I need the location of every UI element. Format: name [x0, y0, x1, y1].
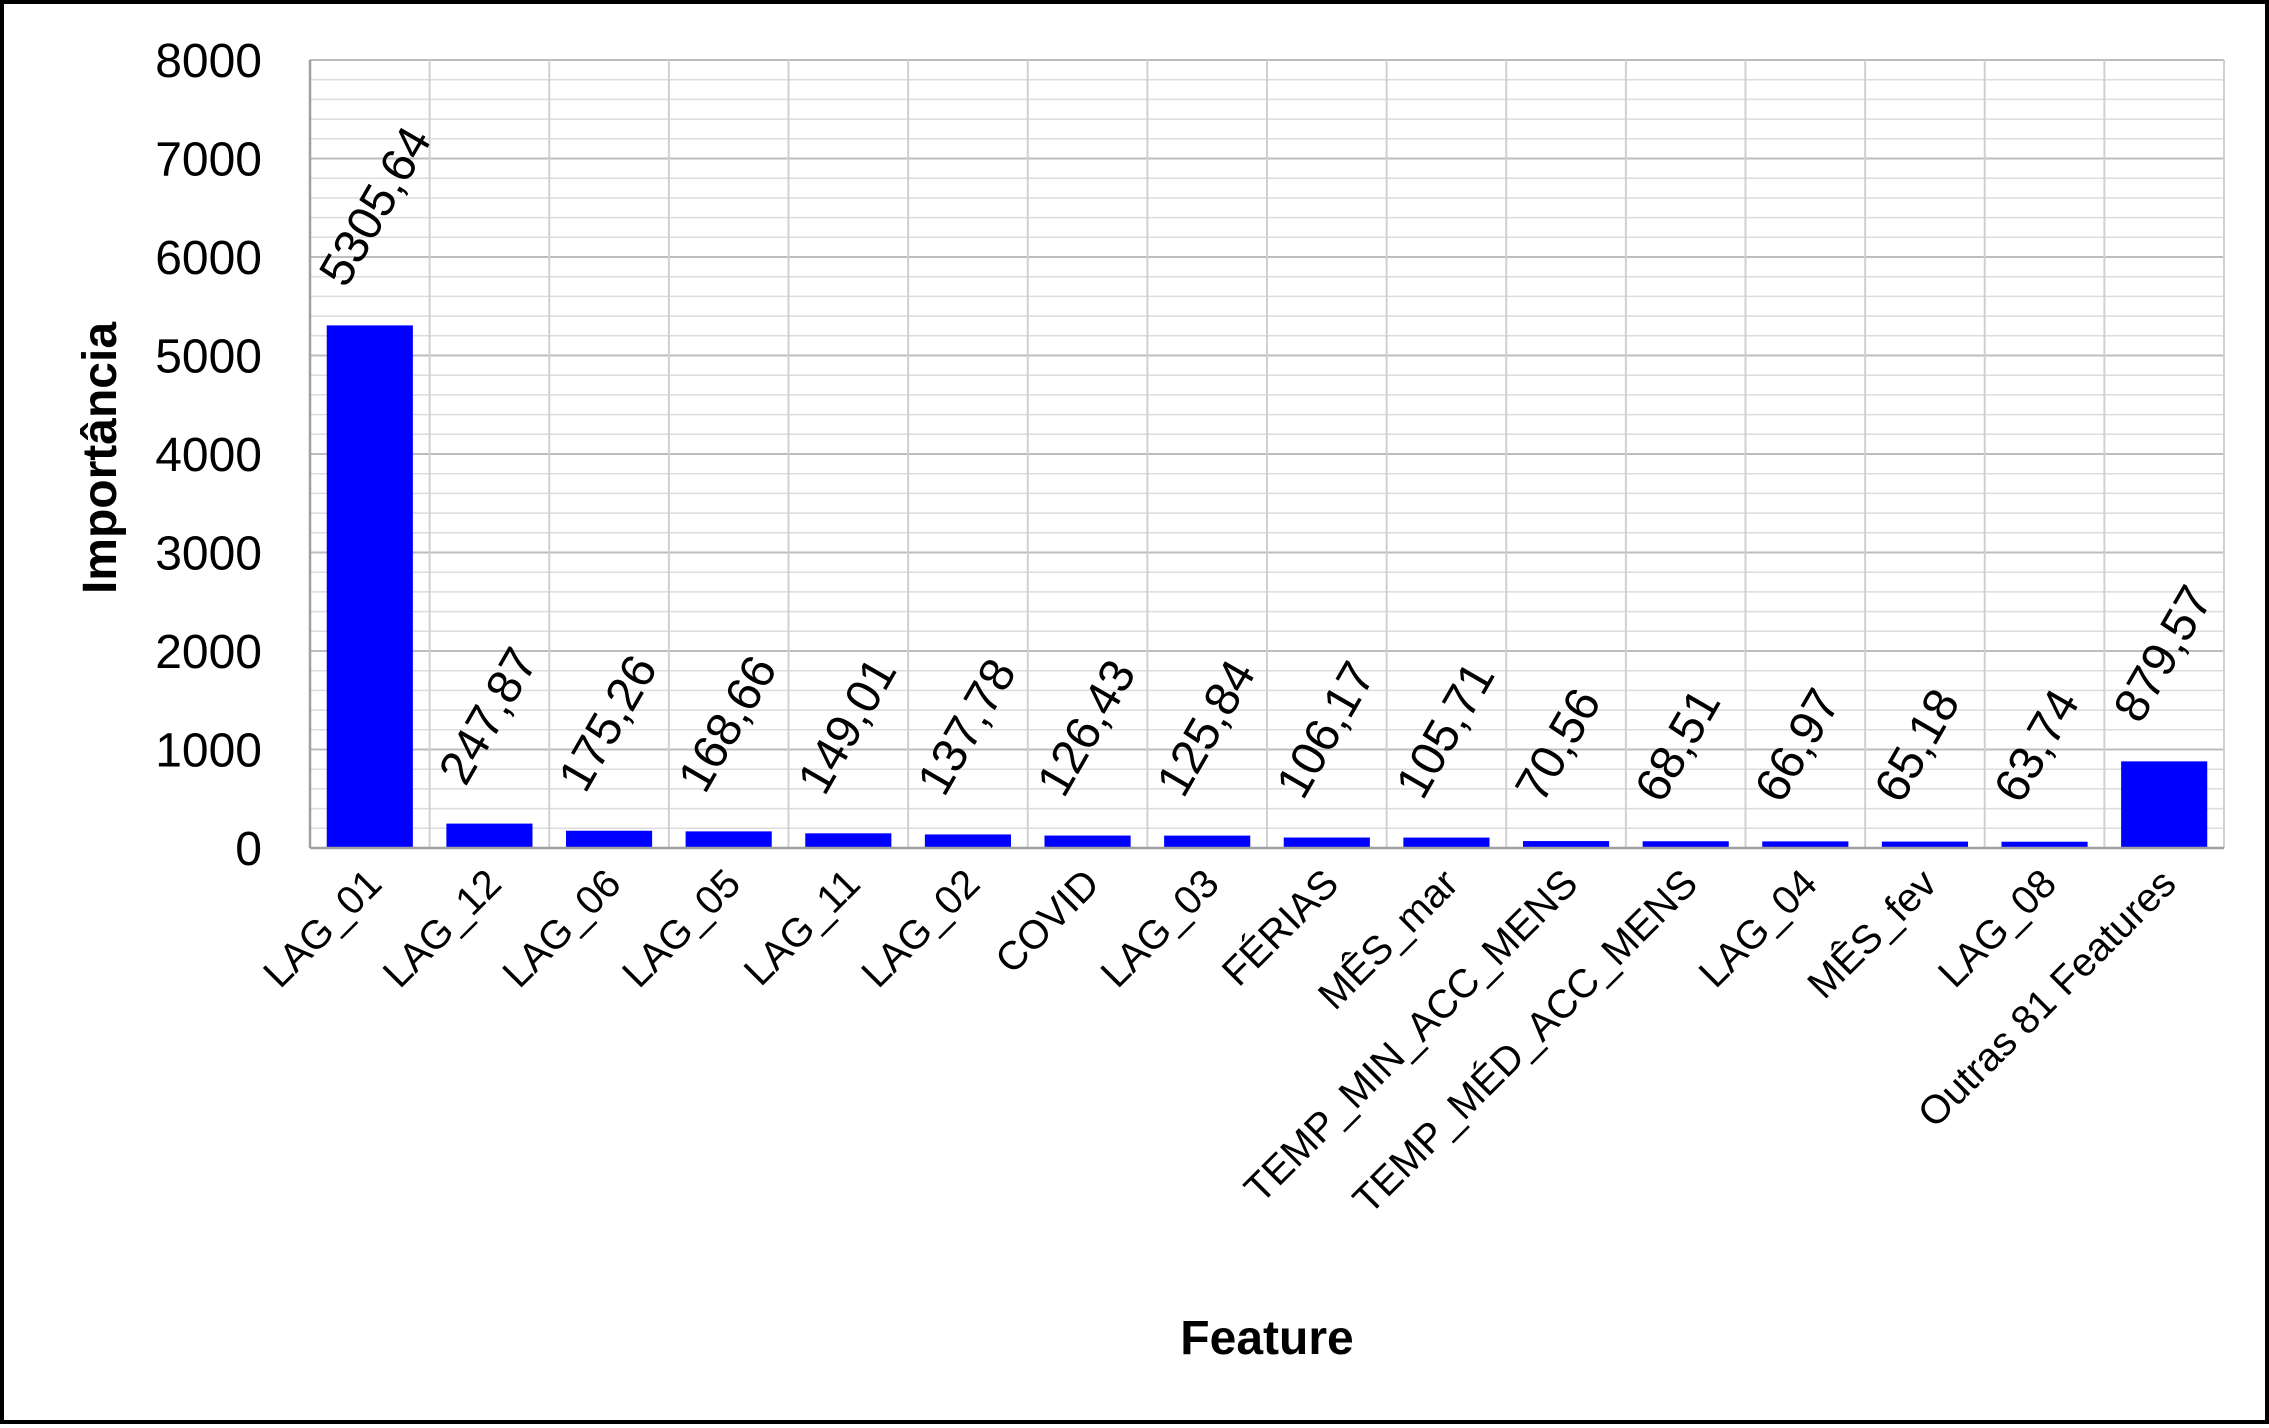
- bars: [326, 325, 2208, 848]
- bar-chart: 0 1000 2000 3000 4000 5000 6000 7000 8000 LAG_01…: [74, 35, 2225, 1365]
- bar-temp-min-acc-mens: [1522, 841, 1610, 848]
- x-tick-labels: LAG_01LAG_12LAG_06LAG_05LAG_11LAG_02COVI…: [255, 861, 2184, 1223]
- bar-lag-01: [326, 325, 413, 848]
- x-tick-label: LAG_06: [495, 861, 630, 996]
- data-label: 68,51: [1625, 680, 1731, 811]
- data-label: 70,56: [1506, 680, 1612, 811]
- y-tick-label: 8000: [155, 35, 262, 88]
- y-tick-label: 0: [235, 823, 262, 876]
- data-label: 149,01: [788, 649, 907, 803]
- x-tick-label: LAG_05: [614, 861, 749, 996]
- bar-lag-02: [924, 834, 1012, 848]
- data-label: 175,26: [549, 647, 668, 801]
- y-tick-labels: 0 1000 2000 3000 4000 5000 6000 7000 8000: [155, 35, 262, 876]
- x-tick-label: COVID: [987, 861, 1108, 982]
- bar-m-s-fev: [1881, 841, 1969, 848]
- grid: [309, 59, 2225, 849]
- bar-lag-04: [1762, 841, 1849, 848]
- x-tick-label: LAG_02: [853, 861, 988, 996]
- y-tick-label: 3000: [155, 528, 262, 581]
- y-tick-label: 4000: [155, 429, 262, 482]
- bar-lag-11: [805, 833, 892, 848]
- x-tick-label: LAG_03: [1093, 861, 1228, 996]
- axes: [308, 60, 2224, 850]
- bar-lag-08: [2001, 841, 2088, 848]
- bar-lag-03: [1164, 835, 1251, 848]
- x-tick-label: MÊS_fev: [1799, 861, 1946, 1008]
- x-tick-label: LAG_01: [255, 861, 390, 996]
- bar-covid: [1044, 835, 1131, 848]
- y-tick-label: 7000: [155, 134, 262, 187]
- data-label: 66,97: [1745, 680, 1851, 811]
- y-tick-label: 1000: [155, 725, 262, 778]
- bar-lag-05: [685, 831, 772, 848]
- bar-f-rias: [1283, 837, 1370, 848]
- data-label: 247,87: [429, 639, 548, 793]
- data-label: 137,78: [908, 650, 1027, 804]
- y-tick-label: 2000: [155, 626, 262, 679]
- bar-lag-06: [565, 830, 653, 848]
- data-label: 125,84: [1147, 651, 1266, 805]
- data-label: 63,74: [1984, 681, 2090, 812]
- x-axis-title: Feature: [1180, 1312, 1353, 1365]
- bar-temp-m-d-acc-mens: [1642, 841, 1729, 848]
- x-tick-label: LAG_12: [375, 861, 510, 996]
- x-tick-label: LAG_11: [736, 861, 869, 994]
- bar-lag-12: [446, 823, 533, 848]
- data-label: 126,43: [1027, 651, 1146, 805]
- y-axis-title: Importância: [74, 322, 127, 594]
- data-label: 65,18: [1865, 681, 1971, 812]
- bar-outras-81-features: [2121, 761, 2208, 848]
- y-tick-label: 6000: [155, 232, 262, 285]
- data-label: 879,57: [2104, 577, 2223, 731]
- y-tick-label: 5000: [155, 331, 262, 384]
- data-label: 5305,64: [309, 118, 442, 295]
- bar-m-s-mar: [1403, 837, 1490, 848]
